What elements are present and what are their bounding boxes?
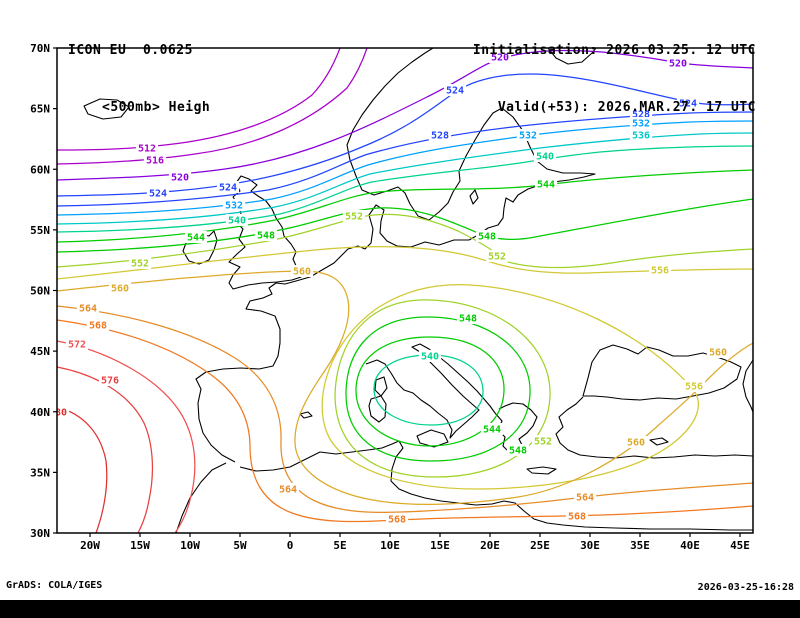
contour-label: 552 — [131, 259, 149, 270]
contour-label: 556 — [685, 382, 703, 393]
x-tick-label: 0 — [287, 539, 294, 552]
contour-label: 576 — [101, 376, 119, 387]
contour-label: 564 — [279, 485, 297, 496]
contour-label: 540 — [536, 152, 554, 163]
y-tick-label: 65N — [30, 103, 50, 116]
contour-label: 560 — [111, 284, 129, 295]
contour-label-layer: 5125165205205205245245245245285285325325… — [49, 51, 730, 526]
x-tick-label: 35E — [630, 539, 650, 552]
map-layers: 5125165205205205245245245245285285325325… — [49, 48, 753, 533]
x-tick-label: 20E — [480, 539, 500, 552]
axis-layer: 20W 15W 10W 5W 0 5E 10E 15E 20E 25E 30E 35E 40E 45E 70… — [30, 42, 750, 552]
contour-label: 528 — [431, 131, 449, 142]
contour-label: 548 — [257, 231, 275, 242]
y-tick-label: 35N — [30, 466, 50, 479]
x-tick-label: 25E — [530, 539, 550, 552]
contour-label: 580 — [49, 408, 67, 419]
contour-label: 532 — [225, 201, 243, 212]
contour-label: 540 — [421, 352, 439, 363]
contour-label: 544 — [483, 425, 501, 436]
x-tick-label: 30E — [580, 539, 600, 552]
coastline-layer — [83, 48, 753, 533]
contour-label: 548 — [478, 232, 496, 243]
contour-label: 520 — [171, 173, 189, 184]
y-tick-label: 70N — [30, 42, 50, 55]
contour-label: 512 — [138, 144, 156, 155]
y-tick-label: 60N — [30, 163, 50, 176]
contour-label: 516 — [146, 156, 164, 167]
contour-label: 560 — [293, 267, 311, 278]
contour-label: 552 — [488, 252, 506, 263]
time-block: Initialisation: 2026.03.25. 12 UTC Valid… — [473, 3, 756, 155]
title-block: ICON EU 0.0625 <500mb> Heigh — [68, 3, 210, 155]
y-tick-label: 45N — [30, 345, 50, 358]
contour-label: 564 — [79, 304, 97, 315]
contour-label: 532 — [519, 131, 537, 142]
contour-label: 520 — [669, 59, 687, 70]
x-tick-label: 10E — [380, 539, 400, 552]
contour-label: 572 — [68, 340, 86, 351]
contour-label: 560 — [709, 348, 727, 359]
y-tick-label: 50N — [30, 285, 50, 298]
y-tick-label: 55N — [30, 224, 50, 237]
contour-label: 524 — [219, 183, 237, 194]
field-title: <500mb> Heigh — [102, 100, 211, 115]
valid-time: Valid(+53): 2026.MAR.27. 17 UTC — [497, 100, 756, 115]
model-title: ICON EU 0.0625 — [68, 43, 193, 58]
bottom-bar — [0, 600, 800, 618]
contour-label: 544 — [187, 233, 205, 244]
grads-credit: GrADS: COLA/IGES — [6, 580, 103, 591]
x-tick-label: 15W — [130, 539, 150, 552]
contour-label: 564 — [576, 493, 594, 504]
contour-label: 568 — [89, 321, 107, 332]
contour-label: 548 — [509, 446, 527, 457]
contour-label: 524 — [149, 189, 167, 200]
y-tick-label: 40N — [30, 406, 50, 419]
contour-label: 552 — [345, 212, 363, 223]
contour-label: 568 — [388, 515, 406, 526]
creation-timestamp: 2026-03-25-16:28 — [697, 582, 794, 593]
x-tick-label: 15E — [430, 539, 450, 552]
contour-label: 552 — [534, 437, 552, 448]
x-tick-label: 45E — [730, 539, 750, 552]
contour-label: 568 — [568, 512, 586, 523]
contour-label: 556 — [651, 266, 669, 277]
contour-label: 548 — [459, 314, 477, 325]
contour-label: 524 — [446, 86, 464, 97]
x-tick-label: 5E — [333, 539, 346, 552]
contour-label: 540 — [228, 216, 246, 227]
x-tick-label: 10W — [180, 539, 200, 552]
contour-label: 520 — [491, 53, 509, 64]
y-tick-label: 30N — [30, 527, 50, 540]
x-tick-label: 5W — [233, 539, 247, 552]
contour-label: 544 — [537, 180, 555, 191]
contour-label: 536 — [632, 131, 650, 142]
x-tick-label: 20W — [80, 539, 100, 552]
contour-label: 532 — [632, 119, 650, 130]
contour-label: 524 — [679, 99, 697, 110]
x-tick-label: 40E — [680, 539, 700, 552]
init-time: Initialisation: 2026.03.25. 12 UTC — [472, 43, 756, 58]
contour-label: 528 — [632, 110, 650, 121]
contour-label: 560 — [627, 438, 645, 449]
